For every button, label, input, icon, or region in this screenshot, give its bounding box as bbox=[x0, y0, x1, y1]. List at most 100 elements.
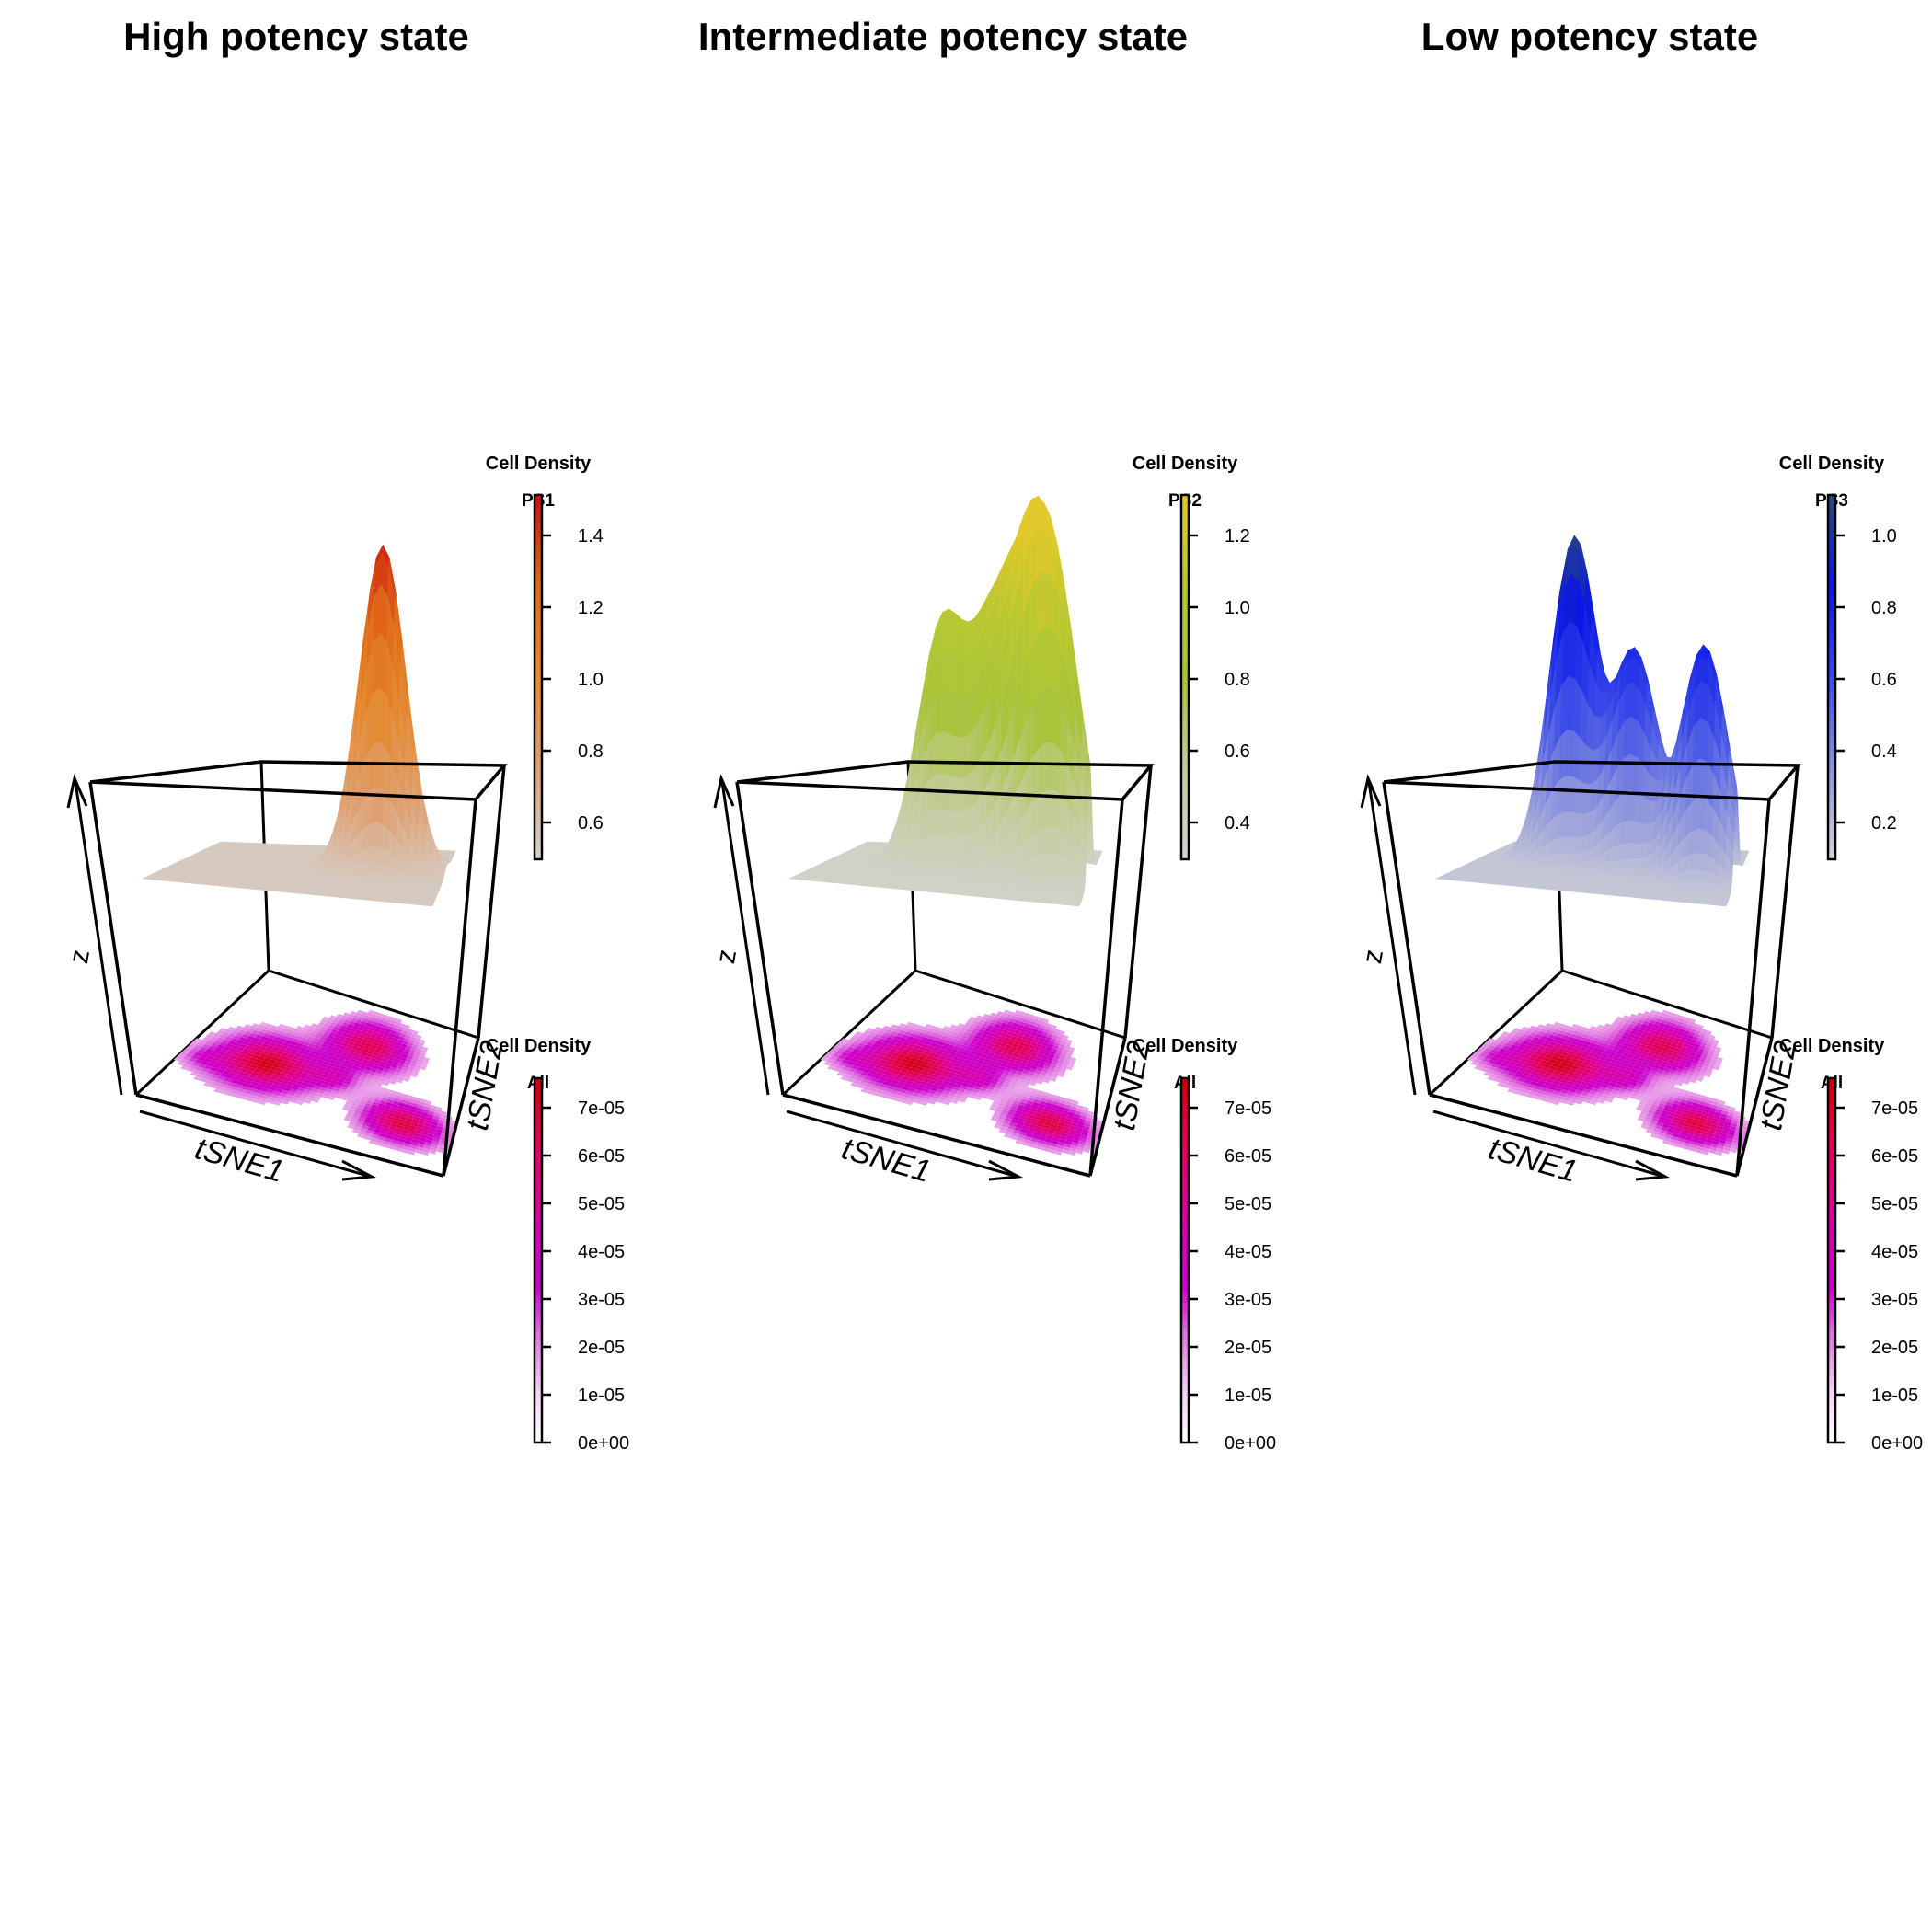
legend-tick-label: 1.0 bbox=[578, 670, 604, 690]
heatmap-cell bbox=[354, 1050, 362, 1055]
heatmap-cell bbox=[192, 1069, 201, 1074]
heatmap-cell bbox=[222, 1039, 231, 1044]
heatmap-cell bbox=[272, 1080, 282, 1086]
heatmap-cell bbox=[390, 1139, 398, 1144]
heatmap-cell bbox=[388, 1023, 395, 1028]
heatmap-cell bbox=[364, 1066, 372, 1071]
heatmap-cell bbox=[229, 1079, 238, 1084]
heatmap-cell bbox=[251, 1023, 260, 1028]
heatmap-cell bbox=[404, 1024, 410, 1029]
heatmap-cell bbox=[382, 1094, 390, 1099]
heatmap-cell bbox=[389, 1066, 397, 1072]
z-axis-label: z bbox=[63, 947, 96, 966]
heatmap-cell bbox=[302, 1052, 310, 1056]
heatmap-cell bbox=[285, 1046, 293, 1052]
surface-facet bbox=[374, 846, 383, 865]
heatmap-cell bbox=[380, 1027, 387, 1032]
heatmap-cell bbox=[415, 1048, 422, 1052]
heatmap-cell bbox=[344, 1090, 352, 1096]
heatmap-cell bbox=[260, 1077, 270, 1083]
heatmap-cell bbox=[307, 1036, 316, 1041]
heatmap-cell bbox=[374, 1029, 381, 1033]
heatmap-cell bbox=[351, 1018, 358, 1023]
heatmap-cell bbox=[398, 1059, 406, 1064]
heatmap-cell bbox=[364, 1089, 373, 1095]
heatmap-cell bbox=[282, 1059, 291, 1064]
heatmap-cell bbox=[209, 1084, 219, 1089]
heatmap-cell bbox=[342, 1070, 351, 1075]
heatmap-cell bbox=[397, 1039, 404, 1044]
heatmap-cell bbox=[265, 1072, 274, 1076]
legend-tick-label: 1.4 bbox=[578, 526, 604, 546]
base-density-heatmap bbox=[173, 1009, 457, 1156]
heatmap-cell bbox=[259, 1070, 268, 1075]
heatmap-cell bbox=[390, 1029, 397, 1035]
heatmap-cell bbox=[328, 1082, 337, 1087]
heatmap-cell bbox=[380, 1017, 387, 1022]
heatmap-cell bbox=[260, 1060, 269, 1065]
heatmap-cell bbox=[244, 1031, 252, 1036]
heatmap-cell bbox=[397, 1075, 405, 1081]
heatmap-cell bbox=[240, 1075, 249, 1080]
heatmap-cell bbox=[282, 1035, 290, 1041]
legend-title: Cell Density bbox=[486, 1036, 592, 1056]
heatmap-cell bbox=[397, 1141, 405, 1146]
heatmap-cell bbox=[395, 1110, 403, 1116]
heatmap-cell bbox=[385, 1062, 393, 1067]
heatmap-cell bbox=[231, 1086, 240, 1091]
heatmap-cell bbox=[424, 1119, 432, 1124]
heatmap-cell bbox=[356, 1080, 364, 1086]
heatmap-cell bbox=[369, 1081, 377, 1086]
heatmap-cell bbox=[371, 1064, 379, 1070]
heatmap-cell bbox=[407, 1055, 413, 1060]
heatmap-cell bbox=[366, 1063, 374, 1068]
heatmap-cell bbox=[368, 1140, 376, 1145]
heatmap-cell bbox=[408, 1063, 416, 1067]
heatmap-cell bbox=[220, 1055, 229, 1061]
heatmap-cell bbox=[391, 1120, 399, 1125]
heatmap-cell bbox=[287, 1071, 295, 1076]
heatmap-cell bbox=[297, 1040, 305, 1045]
heatmap-cell bbox=[247, 1076, 256, 1082]
heatmap-cell bbox=[389, 1019, 397, 1025]
heatmap-cell bbox=[329, 1059, 338, 1064]
heatmap-cell bbox=[297, 1077, 305, 1082]
heatmap-cell bbox=[274, 1098, 283, 1103]
heatmap-cell bbox=[291, 1075, 300, 1081]
heatmap-cell bbox=[399, 1023, 406, 1028]
heatmap-cell bbox=[363, 1135, 372, 1141]
heatmap-cell bbox=[354, 1110, 362, 1115]
heatmap-cell bbox=[354, 1122, 363, 1128]
heatmap-cell bbox=[270, 1093, 280, 1098]
heatmap-cell bbox=[315, 1034, 322, 1040]
heatmap-cell bbox=[236, 1071, 246, 1075]
heatmap-cell bbox=[354, 1083, 362, 1088]
heatmap-cell bbox=[296, 1032, 305, 1038]
heatmap-cell bbox=[328, 1032, 337, 1037]
heatmap-cell bbox=[307, 1052, 316, 1058]
heatmap-cell bbox=[359, 1114, 367, 1120]
heatmap-cell bbox=[238, 1095, 248, 1100]
heatmap-cell bbox=[417, 1058, 424, 1064]
heatmap-cell bbox=[380, 1047, 388, 1052]
heatmap-cell bbox=[392, 1061, 399, 1066]
heatmap-cell bbox=[348, 1121, 357, 1127]
heatmap-cell bbox=[393, 1058, 400, 1063]
panel-title: High potency state bbox=[123, 15, 469, 58]
heatmap-cell bbox=[360, 1052, 368, 1056]
surface-facet bbox=[351, 872, 361, 879]
heatmap-cell bbox=[398, 1073, 406, 1077]
heatmap-cell bbox=[344, 1047, 351, 1052]
heatmap-cell bbox=[271, 1074, 280, 1078]
legend-tick-label: 7e-05 bbox=[578, 1098, 625, 1119]
heatmap-cell bbox=[262, 1026, 270, 1031]
heatmap-cell bbox=[392, 1047, 399, 1052]
heatmap-cell bbox=[431, 1140, 439, 1145]
heatmap-cell bbox=[250, 1081, 259, 1087]
heatmap-cell bbox=[290, 1041, 298, 1046]
heatmap-cell bbox=[233, 1042, 242, 1047]
heatmap-cell bbox=[266, 1044, 275, 1050]
heatmap-cell bbox=[372, 1131, 381, 1136]
heatmap-cell bbox=[277, 1085, 285, 1090]
heatmap-cell bbox=[293, 1083, 302, 1088]
